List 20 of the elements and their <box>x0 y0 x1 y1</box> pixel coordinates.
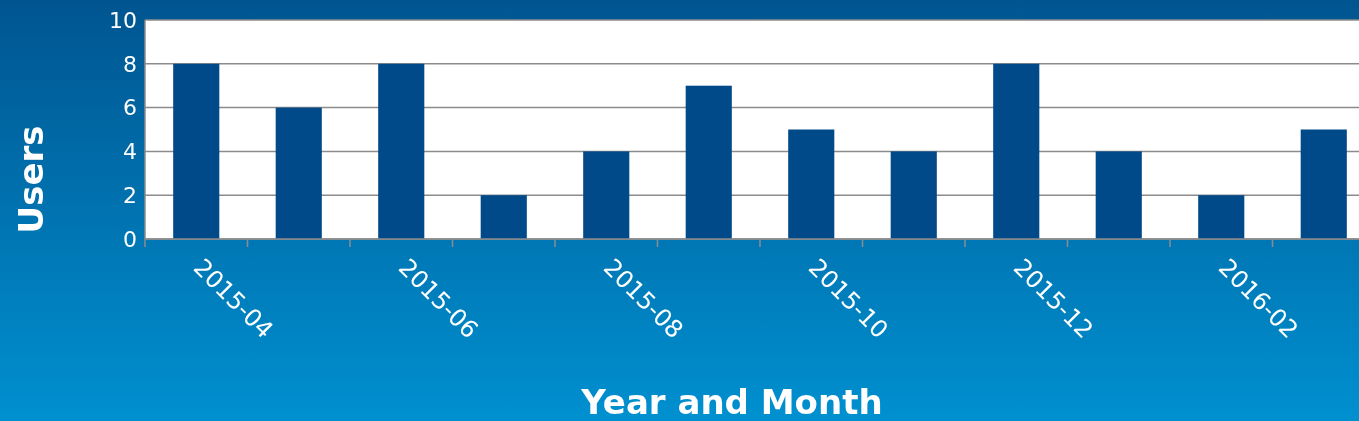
bar <box>1095 151 1142 239</box>
bar <box>1198 195 1245 239</box>
y-tick-label: 8 <box>123 51 137 77</box>
bar <box>993 63 1040 239</box>
bar <box>480 195 527 239</box>
y-tick-label: 2 <box>123 182 137 208</box>
y-tick-label: 4 <box>123 139 137 165</box>
bar <box>378 63 425 239</box>
y-tick-label: 6 <box>123 95 137 121</box>
bar <box>890 151 937 239</box>
bar <box>583 151 630 239</box>
y-tick-label: 0 <box>123 226 137 252</box>
bar <box>173 63 220 239</box>
x-axis-title: Year and Month <box>580 382 883 421</box>
y-axis-title: Users <box>11 125 51 234</box>
bar <box>1300 129 1347 239</box>
y-tick-label: 10 <box>109 7 137 33</box>
bar <box>685 85 732 239</box>
bar <box>275 107 322 239</box>
bar <box>788 129 835 239</box>
